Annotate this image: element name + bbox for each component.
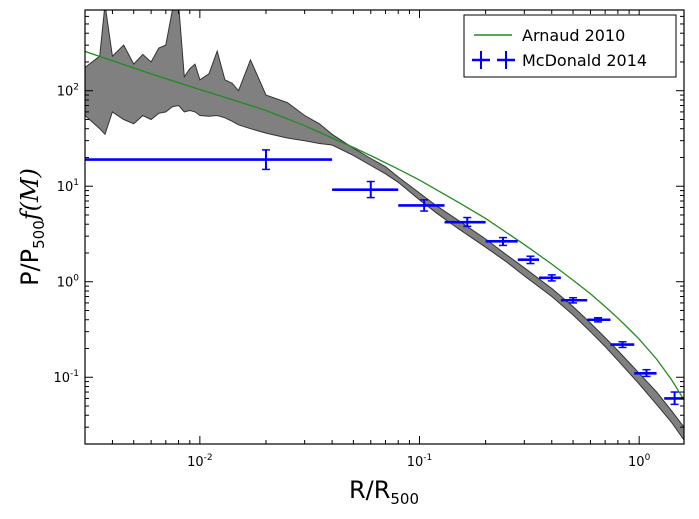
scatter-band	[85, 10, 684, 441]
y-tick-label: 10-1	[53, 369, 79, 386]
legend-swatch-mcdonald	[472, 51, 515, 69]
mcdonald-point	[610, 341, 635, 349]
line-layer	[85, 50, 684, 401]
mcdonald-point	[517, 255, 540, 265]
x-tick-label: 10-1	[407, 453, 433, 470]
plot-frame	[84, 9, 685, 445]
y-tick-label: 101	[57, 178, 79, 195]
legend-box	[463, 14, 677, 78]
plot-area	[85, 10, 684, 441]
errorbar-layer	[85, 149, 684, 406]
arnaud-2010-line	[85, 50, 684, 401]
mcdonald-point	[539, 274, 561, 282]
y-axis-label: P/P500f(M)	[16, 168, 48, 286]
legend-label-arnaud: Arnaud 2010	[522, 26, 625, 45]
mcdonald-point	[444, 216, 486, 228]
mcdonald-point	[485, 236, 518, 247]
mcdonald-point	[398, 199, 445, 212]
y-tick-label: 102	[57, 83, 79, 100]
x-axis-label: R/R500	[349, 476, 419, 508]
mcdonald-point	[587, 316, 611, 323]
x-tick-label: 10-2	[187, 453, 213, 470]
legend-label-mcdonald: McDonald 2014	[522, 51, 647, 70]
legend: Arnaud 2010 McDonald 2014	[463, 14, 677, 78]
tick-layer: 10-2 10-1 100 10-1 100 101 102	[53, 9, 684, 470]
x-tick-label: 100	[628, 453, 651, 470]
y-tick-label: 100	[57, 274, 80, 291]
band-layer	[85, 10, 684, 441]
mcdonald-point	[634, 368, 657, 378]
mcdonald-point	[332, 180, 399, 199]
mcdonald-point	[85, 149, 333, 171]
mcdonald-point	[560, 296, 588, 304]
